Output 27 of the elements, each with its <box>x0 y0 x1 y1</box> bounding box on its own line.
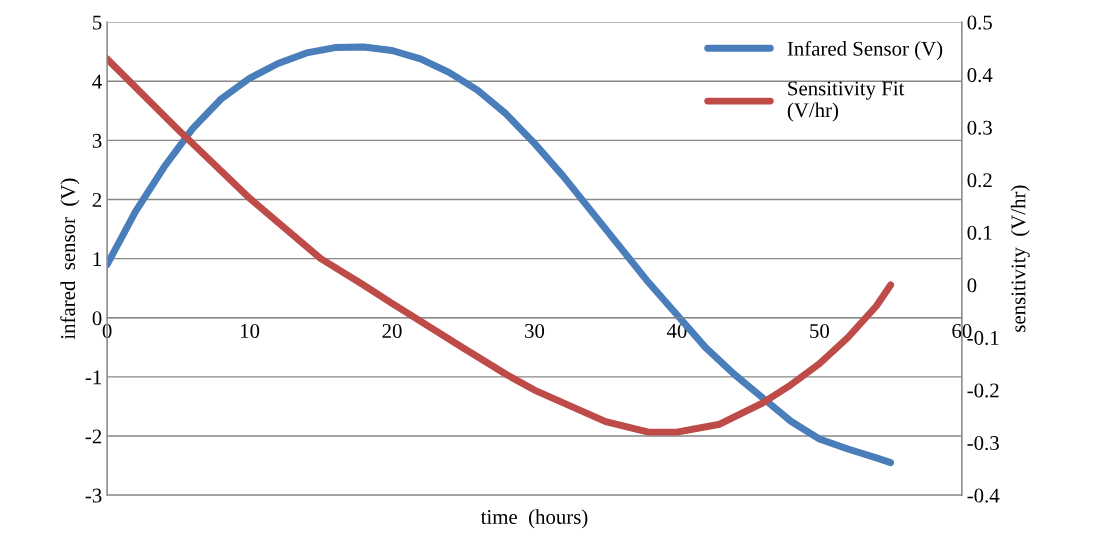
legend-label: Sensitivity Fit (V/hr) <box>787 81 905 122</box>
y-tick-label: -1 <box>85 370 101 385</box>
y2-axis-title: sensitivity (V/hr) <box>1010 185 1030 332</box>
y-tick-label: 0 <box>92 311 102 326</box>
y-tick-label: 1 <box>93 252 101 266</box>
x-tick-label: 10 <box>240 323 260 339</box>
y-axis-title: infared sensor (V) <box>60 178 80 340</box>
y2-tick-label: 0.1 <box>967 225 992 240</box>
x-axis-title: time (hours) <box>480 509 588 529</box>
x-tick-label: 20 <box>382 323 402 339</box>
y2-tick-label: 0.4 <box>967 68 993 83</box>
y-tick-label: 4 <box>92 74 102 89</box>
y2-tick-label: -0.3 <box>967 435 999 451</box>
y2-tick-label: 0.3 <box>967 120 992 135</box>
x-tick-label: 50 <box>810 323 830 339</box>
y2-tick-label: 0 <box>967 278 977 293</box>
y-tick-label: -3 <box>85 488 102 503</box>
y2-tick-label: -0.2 <box>967 383 999 398</box>
legend-label: Infared Sensor (V) <box>787 40 943 60</box>
y2-tick-label: -0.4 <box>967 488 1000 503</box>
y2-tick-label: 0.5 <box>967 15 992 30</box>
y-tick-label: 5 <box>93 15 102 30</box>
y-tick-label: 2 <box>92 192 102 207</box>
y-tick-label: 3 <box>92 133 102 148</box>
y-tick-label: -2 <box>85 429 102 444</box>
y2-tick-label: 0.2 <box>967 173 992 188</box>
x-tick-label: 30 <box>525 323 545 339</box>
